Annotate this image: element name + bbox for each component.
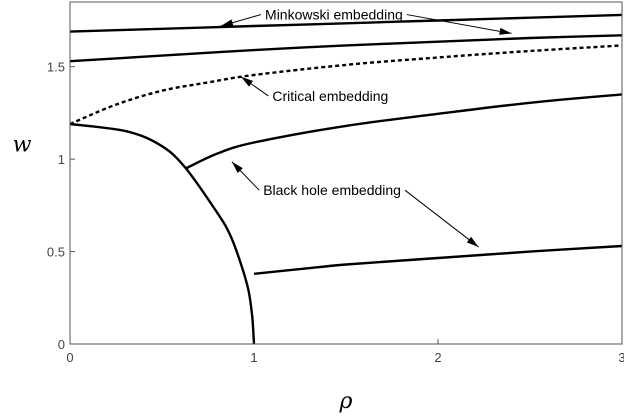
y-axis-label: w bbox=[13, 133, 32, 158]
y-tick-label: 1 bbox=[58, 152, 65, 167]
annotation-layer: Minkowski embedding Critical embedding Bla… bbox=[220, 7, 512, 248]
x-tick-label: 0 bbox=[66, 350, 73, 365]
annotation-arrowhead bbox=[220, 19, 234, 27]
series-line-2 bbox=[69, 34, 623, 63]
plot-frame bbox=[69, 1, 623, 345]
annotation-arrow-line bbox=[404, 189, 479, 248]
annotation-label: Minkowski embedding bbox=[265, 7, 403, 23]
annotation-arrowhead bbox=[231, 161, 243, 173]
series-line-4 bbox=[185, 93, 623, 170]
annotation-label: Critical embedding bbox=[272, 88, 388, 104]
series-line-5 bbox=[253, 244, 623, 275]
annotation-arrowhead bbox=[241, 76, 253, 87]
x-tick-label: 2 bbox=[434, 350, 441, 365]
annotation-arrowhead bbox=[466, 236, 479, 247]
y-tick-label: 0.5 bbox=[47, 245, 65, 260]
series-line-1 bbox=[69, 13, 623, 33]
annotation-arrow-line bbox=[406, 14, 512, 34]
series-line-3 bbox=[69, 44, 623, 126]
y-tick-label: 1.5 bbox=[47, 60, 65, 75]
annotation-label: Black hole embedding bbox=[263, 182, 401, 198]
x-tick-label: 3 bbox=[618, 350, 624, 365]
series-layer bbox=[69, 13, 623, 345]
tick-layer: 0 1 2 3 0 0.5 1 1.5 bbox=[47, 60, 624, 365]
annotation-arrowhead bbox=[499, 27, 512, 35]
x-axis-label: ρ bbox=[339, 389, 353, 414]
y-tick-label: 0 bbox=[58, 337, 65, 352]
series-line-6 bbox=[69, 122, 256, 345]
x-tick-label: 1 bbox=[250, 350, 257, 365]
